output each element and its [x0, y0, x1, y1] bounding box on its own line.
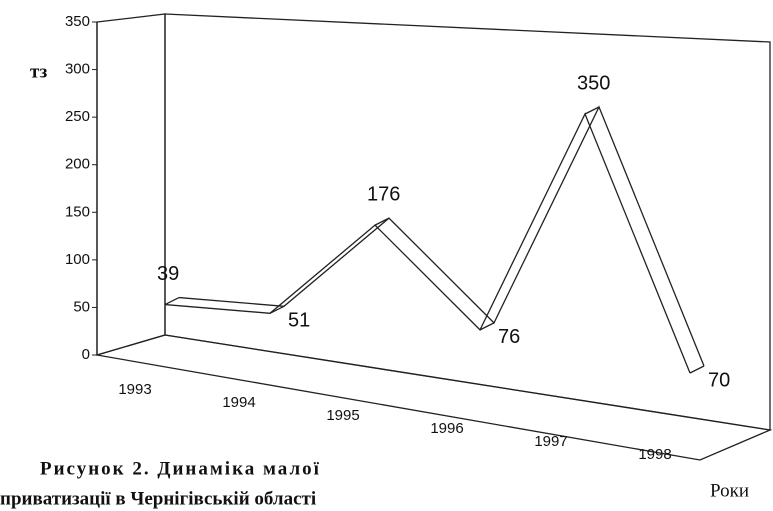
y-tick-label: 150 [65, 203, 90, 220]
y-axis-label: тз [30, 61, 48, 82]
x-tick-label: 1997 [534, 433, 567, 450]
x-axis-label: Роки [710, 480, 749, 501]
x-tick-label: 1995 [326, 407, 359, 424]
value-label: 39 [157, 263, 179, 285]
x-tick-label: 1993 [118, 381, 151, 398]
ribbon-top [178, 105, 705, 367]
value-label: 76 [498, 326, 520, 348]
x-tick-label: 1994 [222, 394, 255, 411]
side-wall [96, 13, 166, 356]
y-tick-label: 100 [65, 251, 90, 268]
caption: Рисунок 2. Динаміка малої [40, 458, 321, 479]
y-tick-label: 0 [82, 346, 90, 363]
y-tick-label: 200 [65, 156, 90, 173]
value-label: 70 [708, 369, 730, 391]
ribbon-edge [479, 322, 495, 331]
back-wall [164, 13, 771, 431]
ribbon-edge [374, 217, 390, 226]
value-label: 350 [577, 72, 610, 94]
y-tick-label: 300 [65, 61, 90, 78]
ribbon-line [164, 112, 691, 374]
caption: приватизації в Чернігівській області [0, 488, 316, 509]
x-tick-label: 1998 [638, 446, 671, 463]
floor [96, 334, 773, 461]
y-tick-label: 350 [65, 13, 90, 30]
y-tick-label: 50 [73, 298, 90, 315]
ribbon-edge [164, 296, 180, 306]
ribbon-edge [584, 106, 600, 115]
value-label: 51 [288, 310, 310, 332]
y-tick-label: 250 [65, 108, 90, 125]
ribbon-edge [689, 365, 705, 374]
x-tick-label: 1996 [430, 420, 463, 437]
value-label: 176 [367, 183, 400, 205]
